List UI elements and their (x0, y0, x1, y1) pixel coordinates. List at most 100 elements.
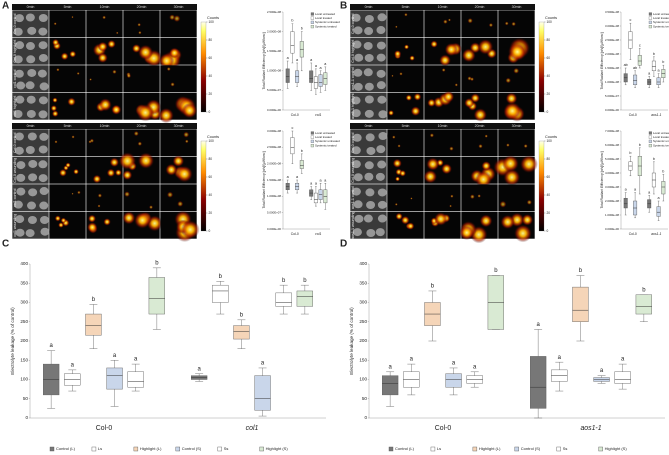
colorbar-tick-label: 80 (547, 157, 551, 161)
box (445, 373, 462, 388)
rosette (377, 13, 387, 22)
box (299, 160, 304, 169)
signal-spot (183, 131, 190, 138)
column-label: 0min (365, 124, 373, 128)
signal-spot (459, 225, 475, 241)
signal-spot (477, 194, 481, 198)
legend-swatch (133, 446, 139, 452)
row-label: col1 wounding (13, 214, 17, 237)
rosette (353, 173, 363, 182)
rosette (351, 146, 361, 155)
signal-spot (98, 98, 112, 112)
signal-spot (60, 52, 69, 61)
signal-spot (59, 168, 67, 177)
rosette (38, 160, 48, 169)
y-tick-label: 7.000E+08 (605, 129, 619, 133)
y-axis-label: Total Radiant Efficiency [p/s]/[µW/cm²] (262, 151, 266, 208)
colorbar-tick-label: 20 (547, 211, 551, 215)
rosette (351, 160, 361, 169)
significance-letter: a (71, 362, 75, 368)
box (275, 292, 292, 307)
signal-spot (71, 15, 74, 19)
rosette (366, 229, 376, 238)
y-tick-label: 50 (362, 396, 368, 401)
legend-label: Systemic treated (315, 143, 337, 147)
signal-spot (399, 72, 403, 76)
colorbar-tick-label: 100 (547, 20, 553, 24)
rosette (377, 200, 387, 209)
rosette (375, 228, 385, 237)
signal-spot (395, 25, 398, 29)
box (85, 313, 102, 336)
rosette (14, 69, 24, 78)
signal-spot (137, 141, 143, 146)
significance-letter: a (310, 182, 313, 186)
rosette (25, 13, 35, 22)
colorbar-tick-label: 20 (209, 92, 213, 96)
y-tick-label: 200 (20, 338, 28, 343)
legend-label: Control (L) (56, 446, 76, 451)
rosette (352, 228, 362, 237)
colorbar-tick-label: 100 (547, 139, 553, 143)
x-tick-label: col1 (315, 232, 321, 236)
rosette (353, 82, 363, 91)
significance-letter: a (324, 178, 327, 182)
signal-spot (76, 71, 80, 75)
signal-spot (423, 169, 438, 184)
rosette (13, 200, 23, 209)
rosette (376, 81, 386, 90)
significance-letter: b (642, 287, 646, 293)
legend-swatch (648, 144, 652, 148)
box (635, 294, 652, 315)
legend-label: Control (S) (182, 446, 202, 451)
significance-letter: a (113, 353, 117, 359)
signal-spot (134, 211, 151, 229)
signal-spot (409, 55, 415, 61)
column-label: 30min (174, 5, 184, 9)
rosette (364, 82, 374, 91)
colorbar (200, 21, 207, 113)
legend-swatch (310, 12, 314, 16)
rosette (377, 160, 387, 169)
luminescence-image (387, 211, 424, 239)
significance-letter: a (296, 175, 299, 179)
rosette (354, 53, 364, 62)
image-header (12, 123, 197, 129)
significance-letter: b (219, 274, 223, 280)
rosette (15, 215, 25, 224)
y-tick-label: 300 (359, 300, 367, 305)
rosette (364, 109, 374, 118)
signal-spot (470, 77, 475, 82)
signal-spot (500, 214, 515, 230)
legend-swatch (648, 12, 652, 16)
rosette (27, 201, 37, 210)
luminescence-image (49, 184, 86, 212)
rosette (25, 42, 35, 51)
y-tick-label: 0.000E+00 (267, 227, 281, 231)
box (127, 371, 144, 388)
signal-spot (400, 215, 410, 225)
legend-swatch (514, 446, 519, 452)
y-tick-label: 4.000E+08 (605, 171, 619, 175)
rosette (15, 228, 25, 237)
signal-spot (58, 222, 64, 228)
colorbar-tick-label: 60 (209, 175, 213, 179)
significance-letter: a (320, 178, 323, 182)
colorbar-tick-label: 80 (209, 38, 213, 42)
box (637, 55, 642, 66)
signal-spot (92, 174, 102, 184)
signal-spot (67, 97, 76, 106)
rosette (14, 14, 24, 23)
signal-spot (439, 54, 451, 67)
signal-spot (526, 199, 532, 205)
legend-swatch (310, 16, 314, 20)
luminescence-image (387, 37, 424, 65)
legend-label: Highlight (S) (605, 446, 628, 451)
legend-label: Ls (437, 446, 441, 451)
luminescence-image (49, 65, 86, 93)
signal-spot (461, 48, 476, 63)
signal-spot (449, 146, 454, 151)
y-tick-label: 2.000E+08 (267, 29, 281, 33)
signal-spot (158, 53, 175, 69)
signal-spot (126, 73, 132, 79)
